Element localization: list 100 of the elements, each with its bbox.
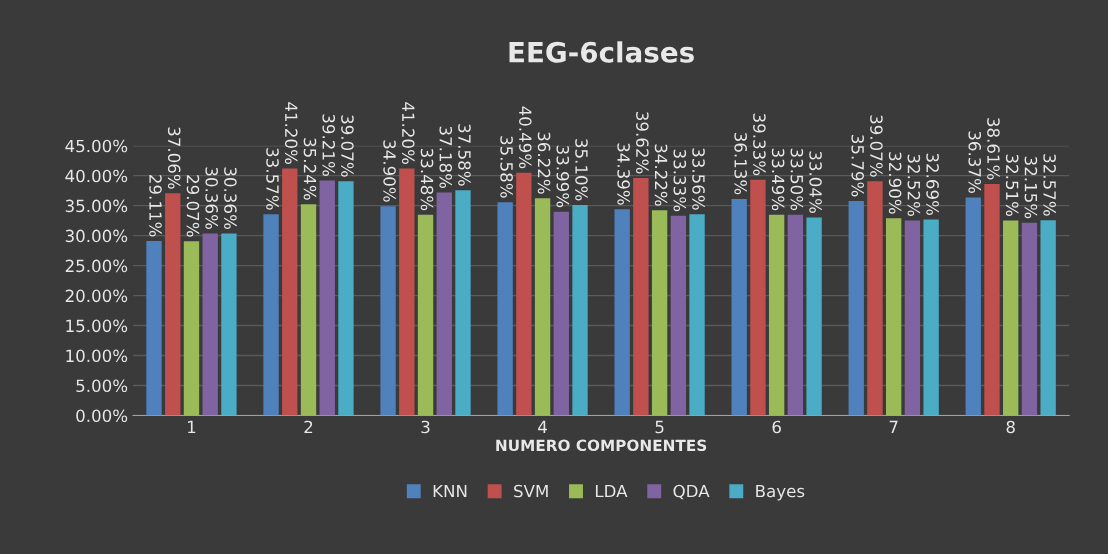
bar [319, 180, 335, 416]
y-tick-label: 25.00% [65, 259, 128, 273]
y-tick-label: 15.00% [66, 319, 128, 333]
data-label: 38.61% [987, 118, 1000, 180]
x-tick-label: 6 [772, 420, 781, 434]
data-label: 40.49% [519, 106, 532, 169]
data-label: 32.51% [1005, 154, 1019, 217]
x-tick-label: 8 [1006, 420, 1015, 434]
bar [572, 205, 588, 416]
bar [750, 179, 766, 416]
y-tick-label: 30.00% [65, 229, 128, 243]
bar [651, 210, 668, 416]
data-label: 41.20% [284, 102, 298, 164]
data-label: 32.15% [1024, 156, 1038, 219]
x-tick-label: 2 [304, 420, 313, 434]
data-label: 39.07% [870, 115, 883, 177]
data-label: 33.57% [266, 148, 279, 210]
data-label: 33.48% [420, 148, 434, 211]
bar [923, 219, 939, 416]
x-tick-label: 5 [655, 420, 664, 434]
bar [848, 200, 864, 416]
data-label: 33.50% [790, 148, 804, 211]
data-label: 39.33% [753, 113, 766, 176]
data-label: 35.58% [500, 136, 513, 198]
x-tick-label: 4 [538, 420, 547, 434]
y-tick-label: 10.00% [66, 349, 128, 363]
bar [516, 172, 532, 416]
data-label: 32.69% [926, 153, 939, 215]
data-label: 32.57% [1043, 154, 1056, 216]
bar [670, 215, 687, 416]
bar [904, 220, 921, 416]
data-label: 34.90% [383, 140, 396, 202]
bar [965, 197, 981, 416]
bar [885, 218, 902, 416]
data-label: 35.10% [575, 139, 588, 201]
bar [146, 240, 162, 416]
bar [263, 214, 279, 416]
data-label: 34.39% [617, 143, 630, 205]
x-tick-label: 1 [188, 420, 196, 434]
bar [497, 202, 513, 416]
bar [633, 177, 649, 416]
data-label: 37.18% [439, 126, 453, 189]
y-tick-label: 20.00% [65, 289, 128, 303]
bar [1021, 222, 1038, 416]
bar [534, 198, 551, 416]
data-label: 35.79% [851, 135, 864, 197]
data-label: 36.13% [734, 133, 747, 195]
y-tick-label: 5.00% [76, 379, 128, 393]
x-tick-label: 3 [421, 420, 430, 434]
bar [867, 181, 883, 416]
bar [768, 214, 785, 416]
bar [300, 204, 317, 416]
legend-label: QDA [673, 484, 710, 500]
data-label: 36.37% [968, 131, 982, 193]
data-label: 30.36% [224, 167, 237, 229]
bar [731, 198, 747, 416]
data-label: 37.06% [167, 127, 181, 189]
data-label: 29.11% [149, 175, 162, 237]
legend-label: SVM [514, 484, 548, 498]
bar [417, 214, 434, 416]
data-label: 36.22% [537, 132, 551, 194]
data-label: 33.99% [556, 145, 570, 208]
data-label: 30.36% [205, 167, 218, 229]
x-tick-label: 7 [889, 420, 898, 434]
bar [806, 217, 822, 416]
bar [221, 233, 237, 416]
legend-label: KNN [433, 484, 467, 498]
data-label: 29.07% [186, 175, 200, 237]
bar [338, 181, 354, 416]
y-tick-label: 35.00% [65, 199, 128, 213]
data-label: 34.22% [654, 144, 668, 206]
data-label: 37.58% [458, 124, 471, 186]
data-label: 35.24% [303, 138, 317, 200]
y-tick-label: 40.00% [65, 169, 128, 183]
data-label: 39.62% [636, 112, 649, 174]
bar [183, 241, 200, 416]
bar [202, 233, 218, 416]
chart-title: EEG-6clases [509, 41, 694, 63]
bar [455, 190, 471, 416]
data-label: 33.49% [771, 148, 785, 211]
bar [399, 168, 415, 416]
y-tick-label: 0.00% [76, 409, 128, 423]
bar [1040, 220, 1056, 416]
bar [282, 168, 298, 416]
data-label: 39.21% [322, 114, 335, 176]
y-tick-label: 45.00% [65, 139, 128, 153]
bar [380, 206, 396, 416]
data-label: 32.90% [888, 152, 902, 214]
bar [689, 214, 705, 416]
x-axis-title: NUMERO COMPONENTES [496, 439, 707, 452]
data-label: 32.52% [907, 154, 921, 217]
data-label: 33.56% [692, 148, 705, 210]
bar [165, 193, 181, 416]
bar [984, 184, 1000, 416]
bar [614, 209, 630, 416]
data-label: 33.33% [673, 149, 687, 212]
bar [1003, 220, 1019, 416]
bar [553, 211, 569, 416]
data-label: 33.04% [809, 151, 822, 213]
data-label: 39.07% [341, 115, 354, 177]
